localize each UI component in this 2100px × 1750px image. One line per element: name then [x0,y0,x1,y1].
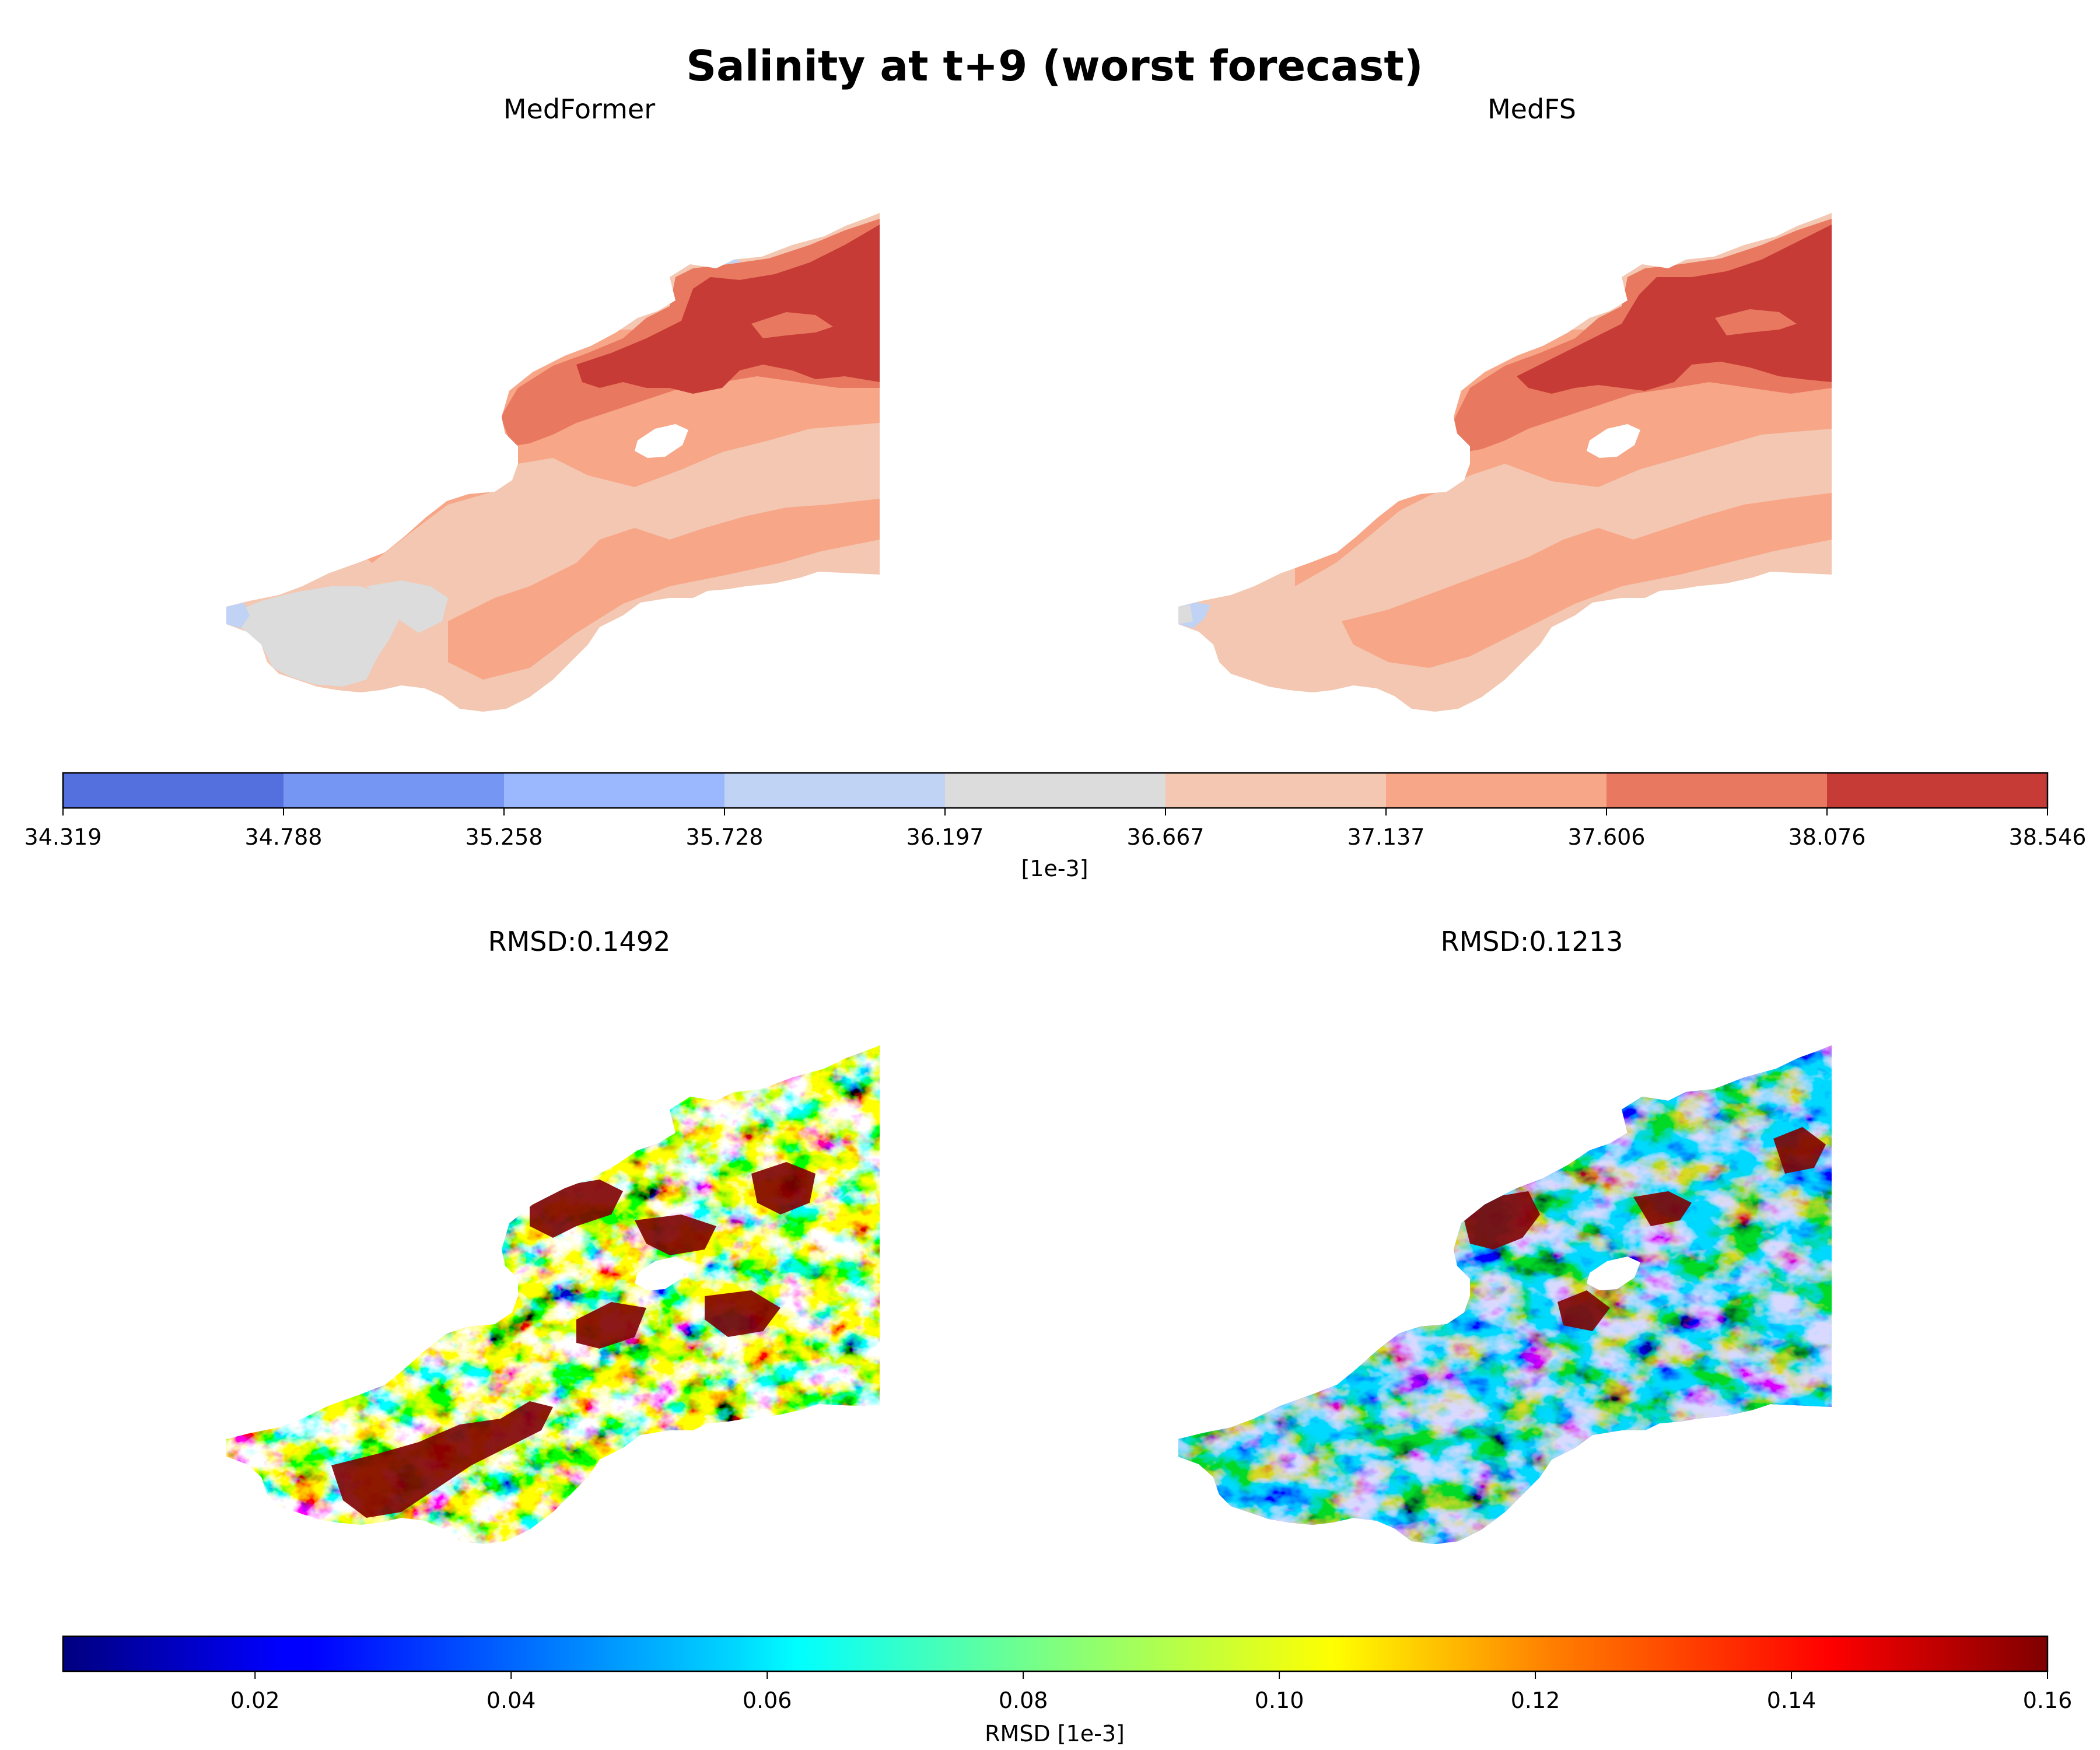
salinity-colorbar-tick-label: 36.197 [907,824,984,850]
rmsd-high-error-regions [331,1162,816,1518]
rmsd-colorbar-tick-label: 0.06 [743,1688,792,1713]
rmsd-colorbar-tick-label: 0.16 [2023,1688,2073,1713]
rmsd-map-medformer [226,1045,880,1544]
panel-title-medfs: MedFS [1488,93,1576,125]
rmsd-colorbar-tick-label: 0.12 [1511,1688,1560,1713]
salinity-colorbar-bin [1606,773,1828,808]
panel-title-medformer: MedFormer [503,93,655,125]
salinity-colorbar-tick-label: 34.788 [245,824,323,850]
salinity-colorbar-tick-label: 38.546 [2009,824,2087,850]
rmsd-colorbar-tick-label: 0.14 [1767,1688,1817,1713]
salinity-band-36667-a [226,586,401,687]
rmsd-colorbar-gradient [62,1635,2049,1672]
salinity-colorbar-bins [63,773,2048,808]
salinity-colorbar-tick-label: 35.258 [466,824,543,850]
salinity-colorbar-bin [504,773,725,808]
salinity-colorbar-label: [1e-3] [1021,856,1088,881]
salinity-band-37137-b [448,499,880,680]
rmsd-colorbar-tick-label: 0.10 [1255,1688,1304,1713]
rmsd-colorbar-ticks: 0.02 0.04 0.06 0.08 0.10 0.12 0.14 0.16 [230,1671,2072,1713]
rmsd-colorbar: 0.02 0.04 0.06 0.08 0.10 0.12 0.14 0.16 RMSD [1… [62,1635,2072,1746]
salinity-band-36667 [1178,605,1193,624]
rmsd-colorbar-tick-label: 0.04 [487,1688,536,1713]
figure-title: Salinity at t+9 (worst forecast) [686,41,1423,90]
rmsd-colorbar-tick-label: 0.02 [230,1688,280,1713]
rmsd-colorbar-label: RMSD [1e-3] [985,1721,1125,1746]
rmsd-high-error-regions [1464,1127,1826,1331]
salinity-band-36667-b [366,580,448,633]
salinity-colorbar-bin [945,773,1166,808]
salinity-colorbar-bin [1166,773,1387,808]
salinity-colorbar-bin [1827,773,2048,808]
salinity-map-medfs [1178,213,1832,712]
salinity-band-35728-b [719,254,740,264]
salinity-colorbar: 34.319 34.788 35.258 35.728 36.197 36.667 37.1… [24,772,2087,881]
salinity-colorbar-tick-label: 38.076 [1788,824,1866,850]
salinity-colorbar-tick-label: 37.137 [1348,824,1425,850]
panel-title-rmsd-medformer: RMSD:0.1492 [488,926,671,957]
salinity-band-38076-b [1715,309,1797,335]
salinity-colorbar-tick-label: 35.728 [686,824,764,850]
salinity-band-35728 [226,603,250,628]
salinity-colorbar-ticks: 34.319 34.788 35.258 35.728 36.197 36.667 37.1… [24,808,2087,850]
salinity-colorbar-tick-label: 34.319 [24,824,102,850]
salinity-colorbar-bin [724,773,946,808]
salinity-band-37137 [343,330,880,563]
salinity-colorbar-bin [63,773,284,808]
salinity-colorbar-bin [1386,773,1607,808]
salinity-band-37137-b [1342,493,1832,668]
salinity-map-medformer [226,213,880,712]
salinity-band-38076 [576,225,880,394]
salinity-colorbar-tick-label: 36.667 [1127,824,1205,850]
salinity-band-38076 [1517,225,1832,394]
panel-title-rmsd-medfs: RMSD:0.1213 [1441,926,1623,957]
salinity-colorbar-tick-label: 37.606 [1568,824,1646,850]
rmsd-map-medfs [1178,1045,1832,1544]
rmsd-colorbar-tick-label: 0.08 [999,1688,1048,1713]
salinity-band-38076-b [751,312,833,338]
salinity-colorbar-bin [284,773,505,808]
salinity-band-37137 [1295,330,1832,586]
